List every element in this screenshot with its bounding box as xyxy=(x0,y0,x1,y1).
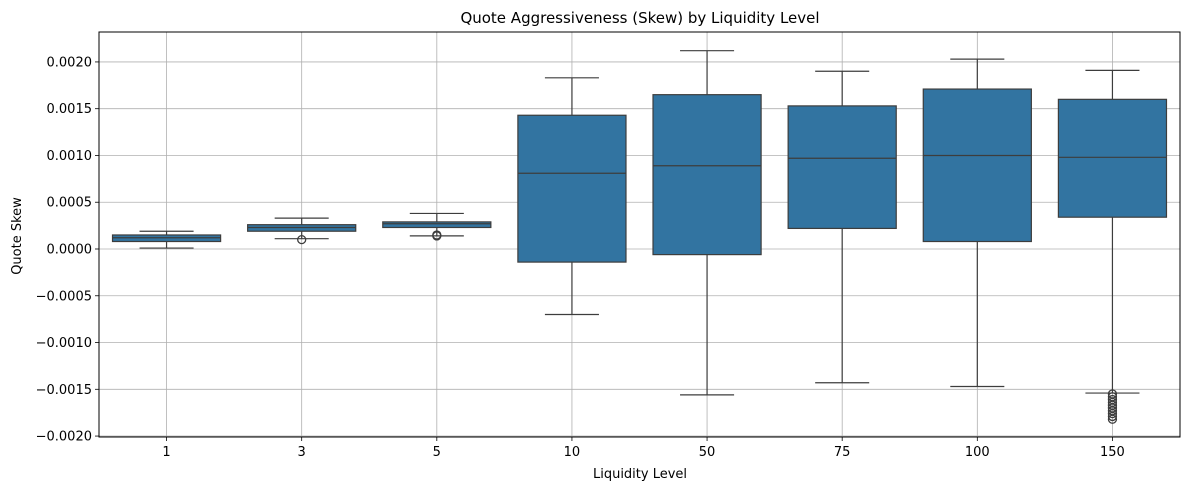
box-body xyxy=(382,221,492,229)
x-tick-label: 3 xyxy=(298,445,306,460)
y-tick-label: −0.0010 xyxy=(36,336,92,351)
box-1 xyxy=(111,230,222,249)
chart-title: Quote Aggressiveness (Skew) by Liquidity… xyxy=(460,9,819,27)
y-tick-label: 0.0020 xyxy=(47,55,93,70)
y-tick-label: 0.0010 xyxy=(47,149,93,164)
outlier-point xyxy=(432,230,442,240)
y-tick-label: −0.0005 xyxy=(36,289,92,304)
box-100 xyxy=(922,58,1032,388)
box-body xyxy=(517,114,627,263)
plot-frame xyxy=(98,31,1181,438)
outlier-point xyxy=(1107,411,1118,422)
x-tick-label: 150 xyxy=(1100,445,1125,460)
y-tick-label: 0.0015 xyxy=(47,102,93,117)
box-50 xyxy=(652,50,762,396)
box-body xyxy=(922,88,1032,243)
x-tick-label: 75 xyxy=(834,445,851,460)
x-tick-label: 100 xyxy=(965,445,990,460)
box-150 xyxy=(1057,69,1168,424)
box-body xyxy=(652,94,762,256)
box-3 xyxy=(247,217,357,245)
boxes xyxy=(111,50,1168,424)
x-tick-label: 1 xyxy=(162,445,170,460)
box-body xyxy=(1057,98,1168,218)
outlier-point xyxy=(1107,414,1118,424)
x-tick-label: 50 xyxy=(699,445,716,460)
outlier-point xyxy=(297,234,307,245)
box-5 xyxy=(382,212,492,241)
box-10 xyxy=(517,77,627,316)
x-tick-label: 5 xyxy=(433,445,441,460)
y-tick-label: −0.0015 xyxy=(36,383,92,398)
x-axis-title: Liquidity Level xyxy=(593,467,687,482)
y-tick-label: −0.0020 xyxy=(36,430,92,445)
outlier-point xyxy=(1107,408,1118,419)
box-75 xyxy=(787,70,897,384)
box-body xyxy=(787,105,897,230)
y-axis-title: Quote Skew xyxy=(10,197,25,275)
x-tick-label: 10 xyxy=(564,445,581,460)
axes: −0.0020 −0.0015 −0.0010 −0.0005 0.0000 0.0005… xyxy=(36,31,1181,460)
y-tick-label: 0.0000 xyxy=(47,242,93,257)
y-tick-label: 0.0005 xyxy=(47,196,93,211)
